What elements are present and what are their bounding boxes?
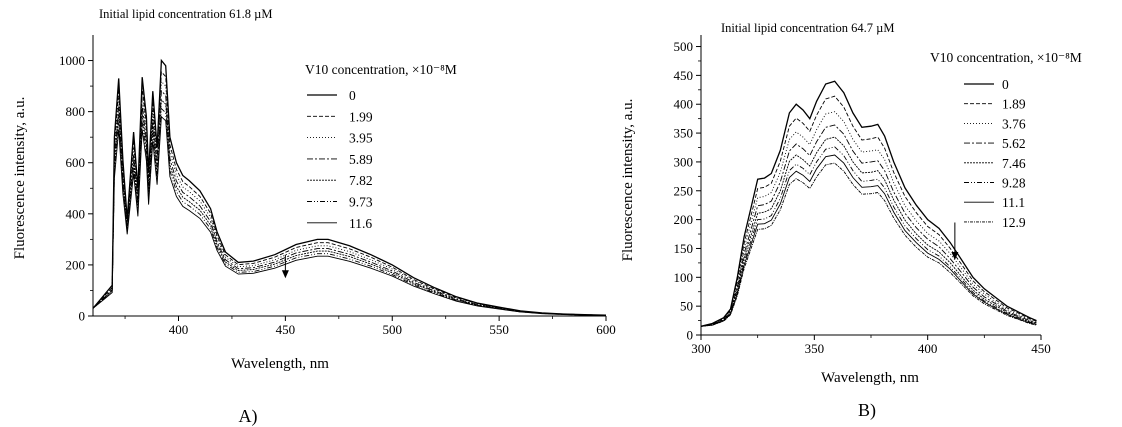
- legend-label-a-3: 5.89: [349, 152, 373, 167]
- axis-layer-b: 300 350 400 450 0 50 100 150 200 250 300 350 400 450 5…: [674, 35, 1051, 356]
- legend-label-b-3: 5.62: [1002, 136, 1026, 151]
- x-tick-label-a: 550: [489, 322, 509, 337]
- y-tick-label-b: 400: [674, 97, 694, 112]
- series-line-a-1: [92, 70, 607, 316]
- y-tick-label-b: 50: [680, 299, 693, 314]
- trend-arrow-b: [951, 222, 959, 260]
- y-tick-label-b: 500: [674, 39, 694, 54]
- series-line-a-0: [92, 58, 607, 316]
- series-line-b-4: [700, 136, 1037, 327]
- y-tick-label-b: 250: [674, 183, 694, 198]
- y-tick-label-a: 200: [66, 257, 86, 272]
- panel-label-b: B): [858, 400, 876, 421]
- y-tick-label-a: 600: [66, 155, 86, 170]
- x-tick-label-b: 350: [805, 341, 825, 356]
- y-axis-label-a: Fluorescence intensity, a.u.: [12, 97, 28, 260]
- legend-label-a-5: 9.73: [349, 195, 373, 210]
- series-line-b-7: [700, 162, 1037, 327]
- legend-label-a-2: 3.95: [349, 131, 373, 146]
- y-tick-label-a: 800: [66, 104, 86, 119]
- y-axis-label-b: Fluorescence intensity, a.u.: [620, 99, 636, 262]
- series-line-b-0: [700, 80, 1037, 327]
- y-tick-label-b: 300: [674, 154, 694, 169]
- legend-label-b-4: 7.46: [1002, 156, 1026, 171]
- legend-a: 0 1.99 3.95 5.89 7.82 9.73 11.6: [307, 88, 373, 231]
- chart-panel-b: Initial lipid concentration 64.7 µM Fluo…: [620, 21, 1082, 421]
- y-tick-label-a: 400: [66, 206, 86, 221]
- panel-label-a: A): [239, 406, 258, 427]
- x-tick-label-b: 450: [1031, 341, 1051, 356]
- y-tick-label-b: 100: [674, 270, 694, 285]
- x-tick-label-b: 300: [691, 341, 711, 356]
- series-line-b-1: [700, 95, 1037, 327]
- y-tick-label-b: 200: [674, 212, 694, 227]
- legend-label-a-4: 7.82: [349, 173, 373, 188]
- series-line-b-2: [700, 111, 1037, 327]
- axis-layer-a: 400 450 500 550 600 0 200 400 600 800 1000: [59, 35, 616, 337]
- chart-title-b: Initial lipid concentration 64.7 µM: [721, 21, 895, 35]
- legend-title-b: V10 concentration, ×10⁻⁸M: [930, 50, 1082, 65]
- series-line-a-3: [92, 89, 607, 316]
- legend-label-b-1: 1.89: [1002, 97, 1026, 112]
- chart-panel-a: Initial lipid concentration 61.8 µM Fluo…: [12, 7, 616, 427]
- x-tick-label-a: 400: [169, 322, 189, 337]
- series-layer-a: [92, 58, 607, 316]
- legend-label-a-1: 1.99: [349, 109, 373, 124]
- y-tick-label-b: 450: [674, 68, 694, 83]
- y-tick-label-b: 0: [687, 328, 694, 343]
- series-line-b-3: [700, 124, 1037, 327]
- chart-title-a: Initial lipid concentration 61.8 µM: [99, 7, 273, 21]
- series-line-b-5: [700, 146, 1037, 327]
- legend-label-a-6: 11.6: [349, 216, 372, 231]
- y-tick-label-b: 350: [674, 126, 694, 141]
- x-tick-label-b: 400: [918, 341, 938, 356]
- y-tick-label-a: 0: [79, 309, 86, 324]
- x-tick-label-a: 600: [596, 322, 616, 337]
- series-line-a-5: [92, 107, 607, 316]
- x-tick-label-a: 500: [383, 322, 403, 337]
- legend-label-b-0: 0: [1002, 77, 1009, 92]
- legend-label-b-6: 11.1: [1002, 195, 1025, 210]
- x-axis-label-a: Wavelength, nm: [231, 356, 329, 372]
- series-line-a-6: [92, 115, 607, 316]
- legend-label-b-2: 3.76: [1002, 116, 1026, 131]
- legend-label-b-7: 12.9: [1002, 215, 1026, 230]
- y-tick-label-b: 150: [674, 241, 694, 256]
- y-tick-label-a: 1000: [59, 53, 85, 68]
- series-layer-b: [700, 80, 1037, 327]
- legend-title-a: V10 concentration, ×10⁻⁸M: [305, 62, 457, 77]
- series-line-b-6: [700, 154, 1037, 327]
- trend-arrow-a: [281, 254, 289, 279]
- legend-b: 0 1.89 3.76 5.62 7.46 9.28 11.1 12.9: [964, 77, 1026, 230]
- axis-lines-b: [700, 35, 1041, 336]
- x-tick-label-a: 450: [276, 322, 296, 337]
- legend-label-a-0: 0: [349, 88, 356, 103]
- legend-label-b-5: 9.28: [1002, 176, 1026, 191]
- x-axis-label-b: Wavelength, nm: [821, 370, 919, 386]
